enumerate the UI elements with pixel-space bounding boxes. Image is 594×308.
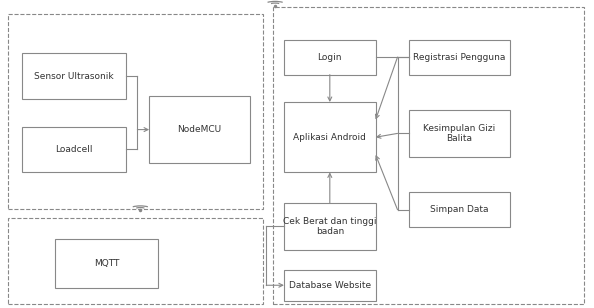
Text: Sensor Ultrasonik: Sensor Ultrasonik [34,72,113,81]
Text: Kesimpulan Gizi
Balita: Kesimpulan Gizi Balita [424,124,496,143]
Bar [284,39,375,75]
Bar [284,270,375,301]
Text: Database Website: Database Website [289,281,371,290]
Text: Loadcell: Loadcell [55,145,93,154]
Text: Login: Login [318,53,342,62]
Bar [22,53,125,99]
Bar [409,110,510,157]
Bar [55,239,158,288]
Bar [8,218,263,304]
Text: Cek Berat dan tinggi
badan: Cek Berat dan tinggi badan [283,217,377,236]
Text: MQTT: MQTT [94,259,119,268]
Bar [284,102,375,172]
Text: Aplikasi Android: Aplikasi Android [293,133,366,142]
Text: Registrasi Pengguna: Registrasi Pengguna [413,53,505,62]
Bar [409,192,510,227]
Bar [22,127,125,172]
Text: Simpan Data: Simpan Data [430,205,489,214]
Text: NodeMCU: NodeMCU [178,125,222,134]
Bar [8,14,263,209]
Bar [284,203,375,250]
Bar [409,39,510,75]
Bar [273,7,584,304]
Bar [149,96,249,163]
